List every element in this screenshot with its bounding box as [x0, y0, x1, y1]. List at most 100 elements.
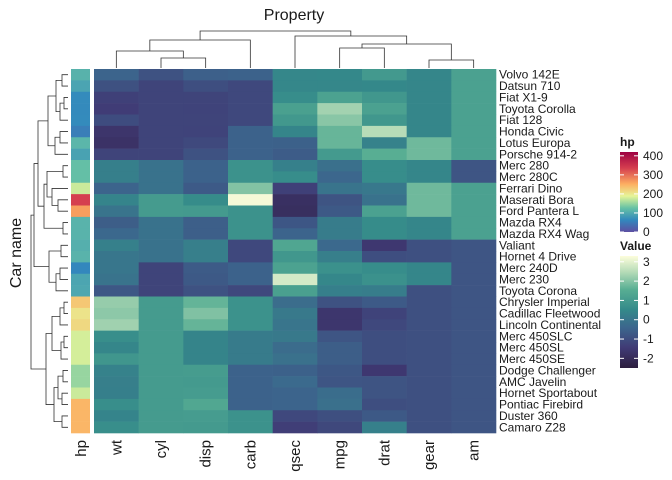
heatmap-cell: [451, 421, 497, 434]
hp-annotation-cell: [71, 251, 90, 263]
heatmap-cell: [406, 421, 452, 434]
heatmap-cell: [138, 273, 184, 286]
heatmap-cell: [451, 194, 497, 206]
heatmap-cell: [272, 330, 318, 343]
row-dendrogram: [30, 74, 68, 428]
heatmap-cell: [406, 205, 452, 218]
row-label: Maserati Bora: [499, 193, 574, 207]
heatmap-cell: [272, 80, 318, 93]
dendrogram-link: [199, 30, 352, 40]
heatmap-cell: [94, 91, 139, 104]
heatmap-cell: [94, 307, 139, 320]
heatmap-cell: [451, 376, 497, 388]
heatmap-cell: [138, 171, 184, 184]
heatmap-cell: [228, 114, 273, 127]
heatmap-cell: [138, 239, 184, 252]
hp-legend-tick: 400: [643, 149, 663, 163]
dendrogram-link: [46, 170, 63, 198]
heatmap-cell: [228, 376, 273, 388]
row-label: Merc 230: [499, 272, 549, 286]
column-label: mpg: [332, 440, 349, 469]
heatmap-cell: [138, 398, 184, 411]
row-label: Merc 280: [499, 159, 549, 173]
heatmap-cell: [183, 421, 229, 434]
heatmap-cell: [362, 137, 407, 149]
dendrogram-link: [55, 79, 62, 113]
heatmap-cell: [406, 228, 452, 240]
heatmap-cell: [94, 410, 139, 422]
heatmap-cell: [406, 353, 452, 366]
heatmap-cell: [362, 307, 407, 320]
heatmap-cell: [228, 421, 273, 434]
row-label: Mazda RX4 Wag: [499, 227, 589, 241]
heatmap-cell: [183, 251, 229, 263]
heatmap-cell: [317, 125, 363, 138]
hp-annotation-cell: [71, 376, 90, 388]
hp-annotation-cell: [71, 285, 90, 297]
heatmap-cell: [183, 410, 229, 422]
dendrogram-link: [59, 131, 68, 144]
hp-legend: hp 400 300 200 100 0: [620, 135, 663, 239]
row-label: Datsun 710: [499, 79, 561, 93]
heatmap-cell: [183, 103, 229, 115]
heatmap-cell: [183, 262, 229, 275]
dendrogram-link: [428, 59, 475, 68]
heatmap-cell: [228, 364, 273, 377]
row-label: Toyota Corolla: [499, 102, 576, 116]
heatmap-cell: [183, 285, 229, 297]
heatmap-cell: [362, 285, 407, 297]
heatmap-cell: [183, 182, 229, 195]
heatmap-cell: [138, 91, 184, 104]
heatmap-cell: [138, 353, 184, 366]
heatmap-cell: [317, 148, 363, 161]
row-label: Toyota Corona: [499, 284, 577, 298]
heatmap-cell: [138, 410, 184, 422]
heatmap-cell: [317, 194, 363, 206]
heatmap-cell: [183, 80, 229, 93]
heatmap-cell: [272, 307, 318, 320]
heatmap-cell: [94, 330, 139, 343]
heatmap-cell: [451, 80, 497, 93]
heatmap-cell: [138, 80, 184, 93]
heatmap-cell: [183, 387, 229, 400]
heatmap-cell: [406, 251, 452, 263]
heatmap-cell: [451, 69, 497, 81]
heatmap-cell: [228, 205, 273, 218]
row-label: Pontiac Firebird: [499, 398, 583, 412]
heatmap-cell: [94, 353, 139, 366]
heatmap-cell: [317, 262, 363, 275]
heatmap-cell: [406, 342, 452, 354]
dendrogram-link: [62, 370, 68, 383]
heatmap-cell: [317, 160, 363, 172]
heatmap-cell: [406, 182, 452, 195]
hp-annotation-cell: [71, 148, 90, 161]
column-labels: hp wt cyl disp carb qsec mpg drat gear am: [73, 439, 483, 472]
heatmap-cell: [362, 387, 407, 400]
heatmap-cell: [138, 285, 184, 297]
heatmap-cell: [228, 387, 273, 400]
heatmap-cell: [228, 148, 273, 161]
row-label: Camaro Z28: [499, 420, 566, 434]
row-label: Merc 450SLC: [499, 329, 573, 343]
heatmap-cell: [317, 216, 363, 229]
heatmap-cell: [94, 205, 139, 218]
row-label: Lotus Europa: [499, 136, 571, 150]
value-legend-tick: 1: [643, 293, 650, 307]
heatmap-cell: [317, 296, 363, 309]
heatmap-cell: [362, 398, 407, 411]
heatmap-cell: [272, 194, 318, 206]
row-label: Fiat X1-9: [499, 90, 548, 104]
heatmap-cell: [451, 273, 497, 286]
heatmap-cell: [317, 114, 363, 127]
heatmap-cell: [183, 273, 229, 286]
heatmap-cell: [451, 364, 497, 377]
row-label: Ford Pantera L: [499, 204, 579, 218]
column-label: am: [466, 440, 483, 461]
dendrogram-link: [63, 97, 68, 110]
heatmap-cell: [451, 239, 497, 252]
heatmap-cell: [317, 251, 363, 263]
heatmap-cell: [138, 216, 184, 229]
heatmap-cell: [138, 307, 184, 320]
hp-annotation-cell: [71, 228, 90, 240]
heatmap-cell: [228, 194, 273, 206]
